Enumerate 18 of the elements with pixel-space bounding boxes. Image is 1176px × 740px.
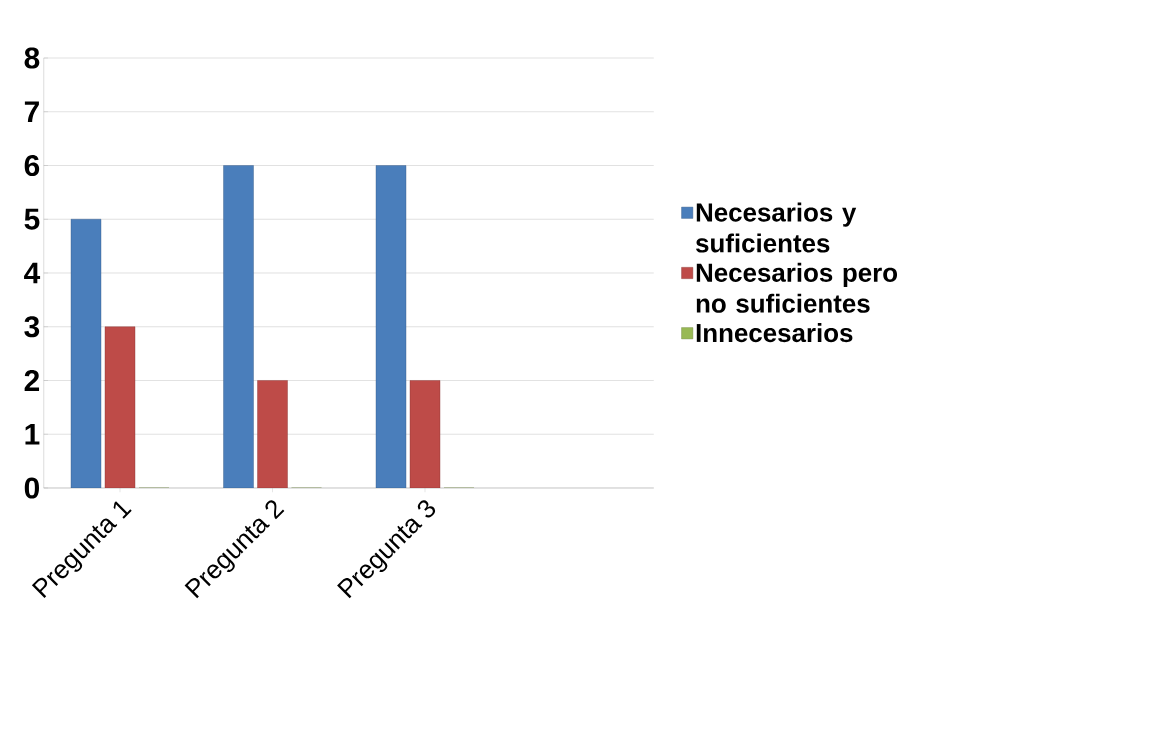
y-tick-label: 4 [24, 262, 41, 284]
bar [70, 219, 102, 488]
y-tick-label: 6 [24, 154, 40, 177]
bar [104, 326, 136, 488]
legend-label: Innecesarios [696, 323, 853, 343]
legend-label: Necesarios y suficientes [695, 202, 857, 253]
y-tick-label: 7 [24, 101, 39, 123]
y-tick-label: 1 [25, 423, 40, 445]
bar [375, 165, 407, 488]
y-tick-label: 2 [24, 370, 40, 391]
bar [223, 165, 254, 488]
y-tick-label: 3 [24, 316, 40, 338]
y-tick-label: 5 [24, 208, 40, 230]
bar [257, 380, 288, 488]
y-tick-label: 8 [24, 47, 40, 69]
bar [409, 380, 441, 488]
legend-label: Necesarios pero no suficientes [696, 262, 898, 313]
y-tick-label: 0 [24, 477, 39, 499]
